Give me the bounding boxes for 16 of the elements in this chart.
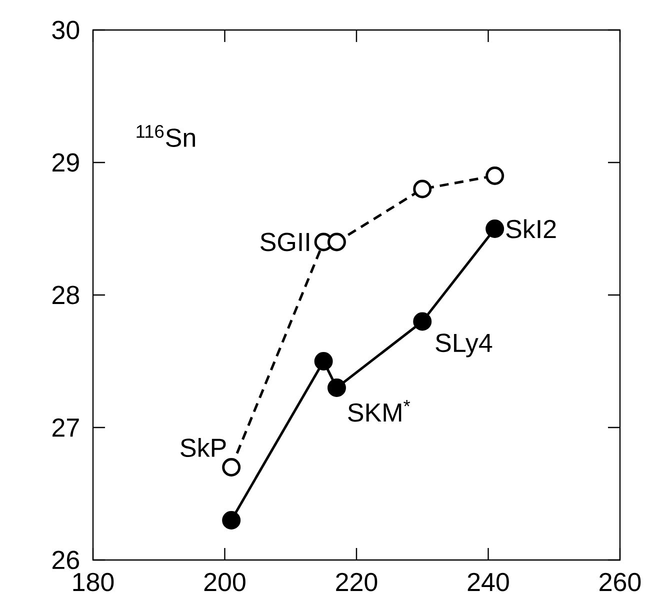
y-tick-label: 29 <box>52 153 79 172</box>
y-tick-label: 30 <box>52 20 80 40</box>
x-tick-label: 180 <box>73 572 114 592</box>
x-tick-label: 240 <box>468 572 509 592</box>
annotation: $^{116}$Sn <box>136 124 195 147</box>
annotation: SkI2 <box>506 219 556 238</box>
annotation: SkP <box>180 438 226 458</box>
x-tick-label: 260 <box>600 572 641 592</box>
y-tick-label: 26 <box>52 550 79 570</box>
y-tick-label: 27 <box>52 418 79 437</box>
y-tick-label: 28 <box>52 286 80 304</box>
x-tick-label: 220 <box>336 572 378 592</box>
annotation: SKM$^{*}$ <box>348 400 410 422</box>
annotation: SGII <box>260 232 309 252</box>
annotation: SLy4 <box>436 334 492 358</box>
x-tick-label: 200 <box>204 572 246 592</box>
